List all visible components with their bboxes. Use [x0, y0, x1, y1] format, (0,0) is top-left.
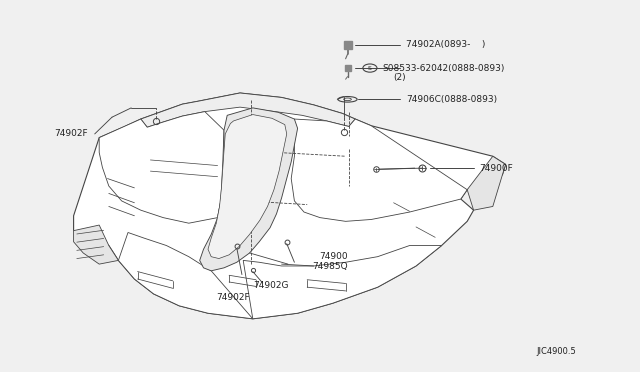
Text: 74902F: 74902F — [216, 293, 250, 302]
Text: S: S — [368, 65, 372, 71]
Text: 74985Q: 74985Q — [312, 262, 348, 271]
Text: JIC4900.5: JIC4900.5 — [536, 347, 576, 356]
Polygon shape — [74, 225, 118, 264]
Polygon shape — [99, 112, 224, 223]
Polygon shape — [243, 246, 442, 319]
Text: 74900F: 74900F — [479, 164, 513, 173]
Polygon shape — [118, 232, 253, 319]
Polygon shape — [208, 115, 287, 259]
Text: (2): (2) — [393, 73, 406, 81]
Text: 74906C(0888-0893): 74906C(0888-0893) — [406, 95, 497, 104]
Polygon shape — [200, 108, 298, 271]
Text: 74902F: 74902F — [54, 129, 88, 138]
Polygon shape — [74, 93, 506, 319]
Polygon shape — [467, 156, 506, 210]
Text: 74900: 74900 — [319, 252, 348, 261]
Text: 74902A(0893-    ): 74902A(0893- ) — [406, 40, 486, 49]
Polygon shape — [141, 93, 355, 127]
Text: S08533-62042(0888-0893): S08533-62042(0888-0893) — [383, 64, 505, 73]
Text: 74902G: 74902G — [253, 281, 288, 290]
Polygon shape — [291, 119, 467, 221]
